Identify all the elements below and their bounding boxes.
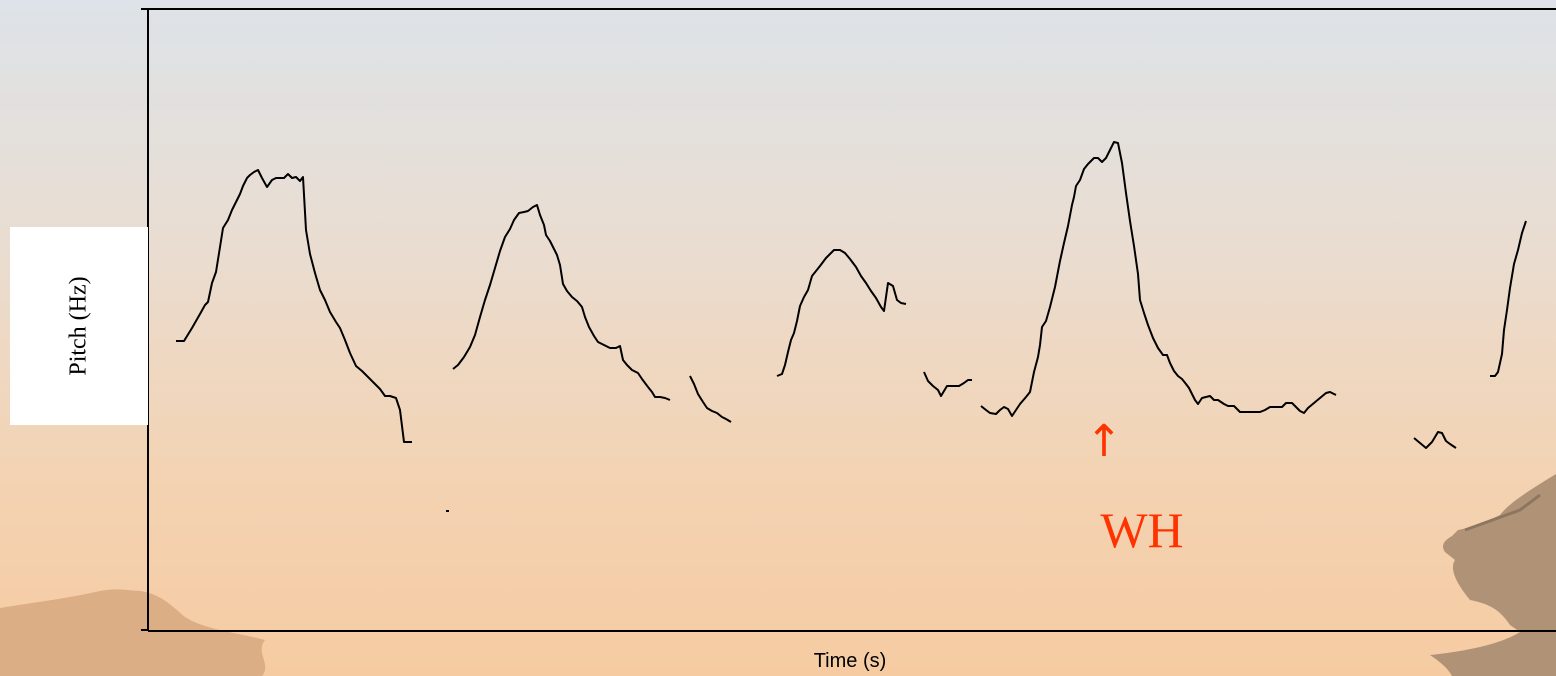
annotation-arrow: ↑: [1085, 416, 1123, 467]
pitch-contour: [176, 141, 1527, 512]
pagoda-silhouette: [1430, 474, 1556, 676]
pitch-segment-8: [1413, 431, 1457, 449]
pagoda-roof-edge: [1464, 493, 1541, 532]
pitch-segment-7: [980, 141, 1337, 417]
annotation-label: WH: [1100, 502, 1184, 558]
pitch-segment-5: [776, 249, 907, 377]
x-axis-label: Time (s): [813, 650, 887, 672]
hill-silhouette: [0, 589, 266, 676]
pitch-segment-3: [452, 204, 671, 401]
pitch-segment-6: [923, 371, 972, 397]
y-axis-label: Pitch (Hz): [65, 276, 92, 376]
pitch-segment-1: [176, 169, 412, 443]
pitch-segment-9: [1490, 220, 1527, 377]
y-axis-label-box: [10, 227, 148, 425]
pitch-segment-4: [689, 375, 732, 423]
